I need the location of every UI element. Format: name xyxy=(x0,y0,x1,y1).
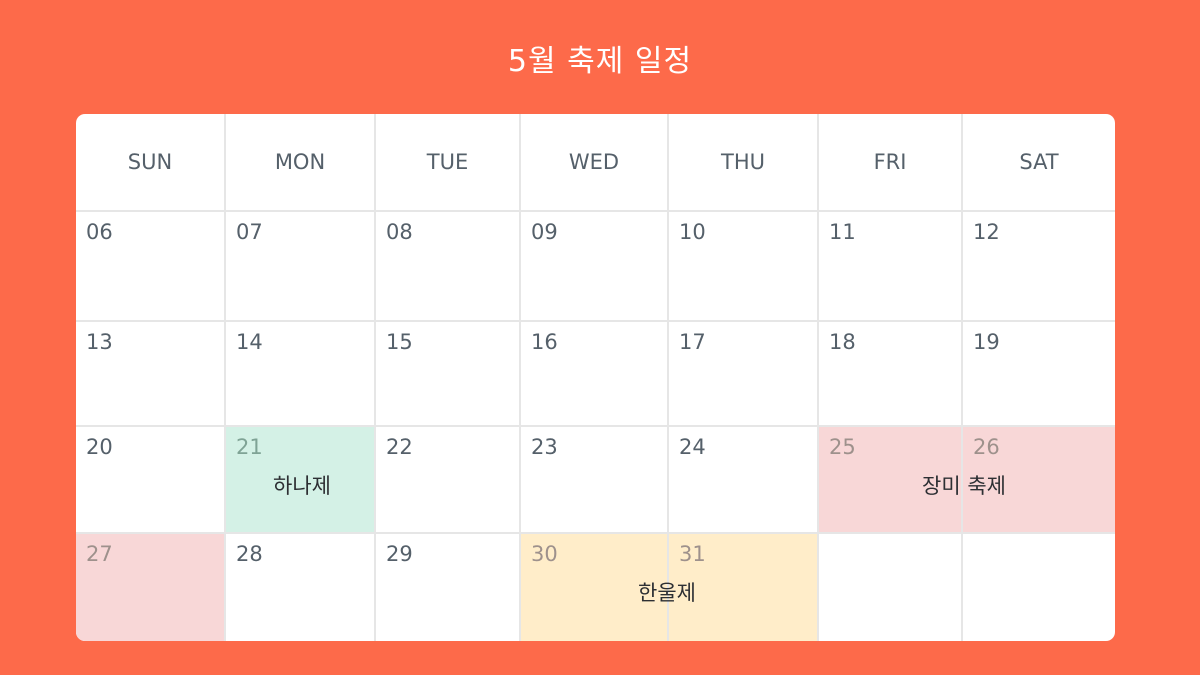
weekday-tue: TUE xyxy=(376,114,521,212)
day-number: 25 xyxy=(829,435,856,459)
day-number: 11 xyxy=(829,220,856,244)
calendar-grid: SUN MON TUE WED THU FRI SAT 06 07 08 09 … xyxy=(76,114,1115,641)
day-cell[interactable] xyxy=(963,534,1115,641)
day-cell[interactable]: 29 xyxy=(376,534,521,641)
day-cell[interactable]: 25 xyxy=(819,427,963,534)
day-number: 18 xyxy=(829,330,856,354)
day-number: 22 xyxy=(386,435,413,459)
day-cell[interactable]: 16 xyxy=(521,322,669,427)
day-number: 26 xyxy=(973,435,1000,459)
day-cell[interactable]: 17 xyxy=(669,322,819,427)
day-number: 07 xyxy=(236,220,263,244)
day-cell[interactable]: 30 xyxy=(521,534,669,641)
day-number: 24 xyxy=(679,435,706,459)
day-number: 23 xyxy=(531,435,558,459)
day-number: 08 xyxy=(386,220,413,244)
day-number: 06 xyxy=(86,220,113,244)
day-number: 30 xyxy=(531,542,558,566)
day-number: 09 xyxy=(531,220,558,244)
day-cell[interactable]: 24 xyxy=(669,427,819,534)
day-number: 12 xyxy=(973,220,1000,244)
day-cell[interactable]: 15 xyxy=(376,322,521,427)
day-cell[interactable]: 26 xyxy=(963,427,1115,534)
day-number: 29 xyxy=(386,542,413,566)
day-cell[interactable]: 06 xyxy=(76,212,226,322)
weekday-wed: WED xyxy=(521,114,669,212)
event-label-hanul[interactable]: 한울제 xyxy=(638,581,696,605)
day-number: 13 xyxy=(86,330,113,354)
day-cell[interactable]: 11 xyxy=(819,212,963,322)
event-label-rose-festival[interactable]: 장미 축제 xyxy=(922,474,1006,498)
day-cell[interactable]: 09 xyxy=(521,212,669,322)
day-number: 31 xyxy=(679,542,706,566)
day-cell[interactable]: 12 xyxy=(963,212,1115,322)
day-number: 21 xyxy=(236,435,263,459)
day-cell[interactable]: 18 xyxy=(819,322,963,427)
day-number: 10 xyxy=(679,220,706,244)
day-cell[interactable]: 28 xyxy=(226,534,376,641)
day-cell[interactable]: 23 xyxy=(521,427,669,534)
weekday-mon: MON xyxy=(226,114,376,212)
day-cell[interactable]: 19 xyxy=(963,322,1115,427)
day-cell[interactable]: 27 xyxy=(76,534,226,641)
day-cell[interactable]: 21 xyxy=(226,427,376,534)
day-cell[interactable] xyxy=(819,534,963,641)
day-number: 15 xyxy=(386,330,413,354)
weekday-sun: SUN xyxy=(76,114,226,212)
day-number: 20 xyxy=(86,435,113,459)
day-cell[interactable]: 20 xyxy=(76,427,226,534)
weekday-thu: THU xyxy=(669,114,819,212)
event-label-hana[interactable]: 하나제 xyxy=(273,474,331,498)
day-cell[interactable]: 13 xyxy=(76,322,226,427)
day-number: 17 xyxy=(679,330,706,354)
day-cell[interactable]: 22 xyxy=(376,427,521,534)
day-cell[interactable]: 31 xyxy=(669,534,819,641)
day-cell[interactable]: 14 xyxy=(226,322,376,427)
day-cell[interactable]: 10 xyxy=(669,212,819,322)
day-number: 27 xyxy=(86,542,113,566)
day-cell[interactable]: 08 xyxy=(376,212,521,322)
weekday-fri: FRI xyxy=(819,114,963,212)
day-number: 19 xyxy=(973,330,1000,354)
day-number: 14 xyxy=(236,330,263,354)
page-title: 5월 축제 일정 xyxy=(507,44,693,79)
day-cell[interactable]: 07 xyxy=(226,212,376,322)
day-number: 16 xyxy=(531,330,558,354)
weekday-sat: SAT xyxy=(963,114,1115,212)
day-number: 28 xyxy=(236,542,263,566)
